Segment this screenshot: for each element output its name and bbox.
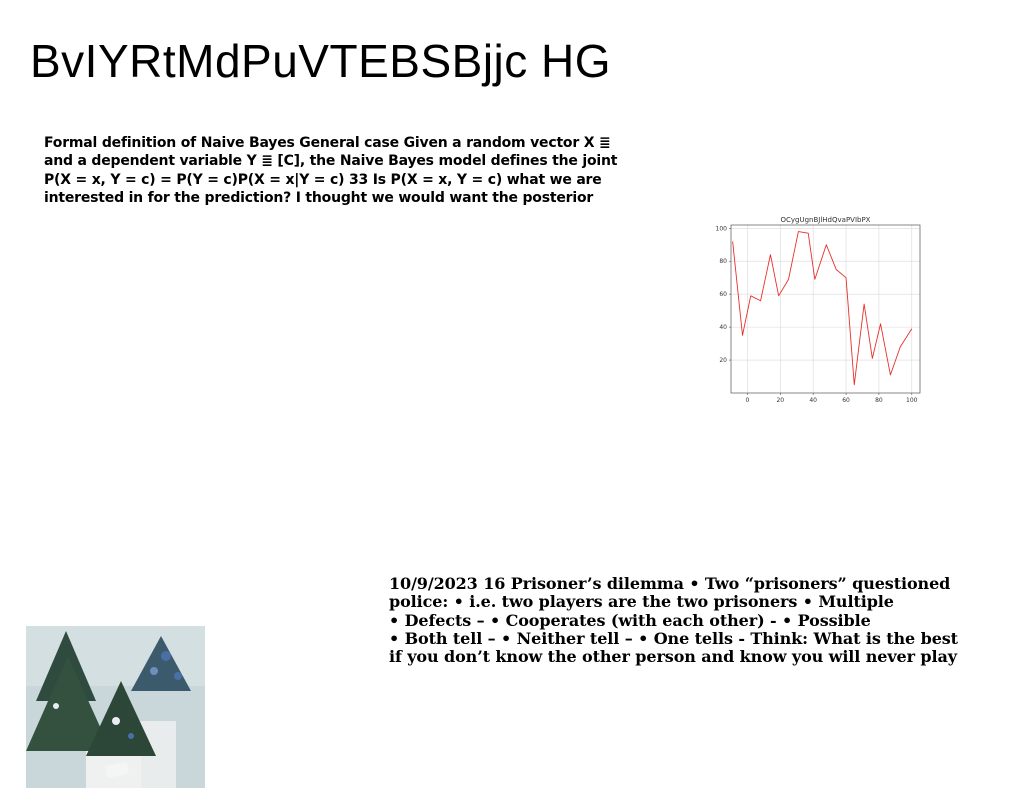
- photo-ornament: [128, 733, 134, 739]
- photo-ornament: [53, 703, 59, 709]
- photo-ornament: [112, 717, 120, 725]
- chart-x-tick-label: 20: [776, 397, 784, 404]
- photo-ornament: [150, 667, 158, 675]
- chart-y-tick-label: 40: [719, 324, 727, 331]
- paragraph-line: • Defects – • Cooperates (with each othe…: [389, 610, 871, 630]
- chart-x-tick-label: 0: [746, 397, 750, 404]
- paragraph-line: and a dependent variable Y ≣ [C], the Na…: [44, 153, 618, 170]
- line-chart: OCygUgnBJlHdQvaPVIbPX 0 20 40 60 80 100 20 40 60 8…: [706, 212, 926, 407]
- photo-ornament: [161, 651, 171, 661]
- chart-y-tick-label: 80: [719, 258, 727, 265]
- paragraph-line: 10/9/2023 16 Prisoner’s dilemma • Two “p…: [389, 574, 951, 593]
- paragraph-line: Formal definition of Naive Bayes General…: [44, 135, 611, 151]
- chart-x-tick-label: 60: [842, 397, 850, 404]
- naive-bayes-paragraph: Formal definition of Naive Bayes General…: [44, 134, 654, 207]
- chart-series-line: [732, 231, 913, 386]
- chart-title: OCygUgnBJlHdQvaPVIbPX: [781, 216, 871, 224]
- paragraph-line: • Both tell – • Neither tell – • One tel…: [389, 628, 958, 648]
- chart-x-tick-label: 80: [875, 397, 883, 404]
- paragraph-line: police: • i.e. two players are the two p…: [389, 592, 894, 612]
- photo-tag: [105, 762, 129, 778]
- christmas-trees-photo: [26, 626, 205, 788]
- paragraph-line: P(X = x, Y = c) = P(Y = c)P(X = x|Y = c)…: [44, 171, 602, 188]
- chart-y-tick-label: 100: [716, 225, 728, 232]
- chart-y-tick-label: 60: [719, 291, 727, 298]
- photo-tree: [26, 656, 111, 751]
- paragraph-line: interested in for the prediction? I thou…: [44, 189, 594, 206]
- prisoners-dilemma-paragraph: 10/9/2023 16 Prisoner’s dilemma • Two “p…: [389, 574, 989, 667]
- chart-x-tick-label: 40: [809, 397, 817, 404]
- photo-tree: [86, 681, 156, 756]
- chart-plot-frame: [730, 224, 921, 394]
- chart-y-tick-label: 20: [719, 357, 727, 364]
- slide-title: BvIYRtMdPuVTEBSBjjc HG: [30, 35, 612, 87]
- paragraph-line: if you don’t know the other person and k…: [389, 647, 957, 667]
- chart-x-tick-label: 100: [906, 397, 918, 404]
- line-chart-svg: OCygUgnBJlHdQvaPVIbPX 0 20 40 60 80 100 20 40 60 8…: [716, 216, 921, 404]
- photo-ornament: [174, 672, 182, 680]
- photo-illustration: [26, 626, 205, 788]
